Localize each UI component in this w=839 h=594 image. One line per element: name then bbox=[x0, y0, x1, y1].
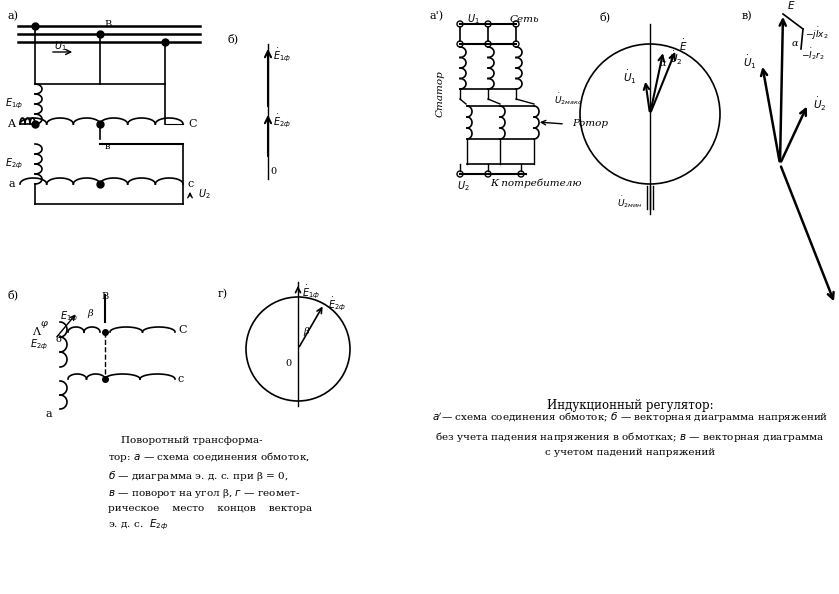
Text: а): а) bbox=[8, 11, 19, 21]
Text: б): б) bbox=[228, 34, 239, 45]
Text: $\dot{U}_{2макс}$: $\dot{U}_{2макс}$ bbox=[555, 91, 583, 107]
Text: $U_1$: $U_1$ bbox=[467, 12, 480, 26]
Text: $\dot{E}_{2ф}$: $\dot{E}_{2ф}$ bbox=[328, 295, 347, 312]
Text: $\dot{U}_{2мин}$: $\dot{U}_{2мин}$ bbox=[617, 194, 642, 210]
Text: $E_{1ф}$: $E_{1ф}$ bbox=[60, 310, 78, 324]
Text: $\dot{U}_1$: $\dot{U}_1$ bbox=[623, 68, 637, 86]
Text: а: а bbox=[45, 409, 52, 419]
Text: Λ: Λ bbox=[32, 327, 40, 337]
Text: $\dot{E}$: $\dot{E}$ bbox=[787, 0, 795, 12]
Text: Статор: Статор bbox=[435, 71, 445, 118]
Text: Ротор: Ротор bbox=[572, 119, 608, 128]
Text: B: B bbox=[104, 20, 112, 29]
Text: 0: 0 bbox=[270, 167, 276, 176]
Text: г): г) bbox=[218, 289, 228, 299]
Text: Индукционный регулятор:: Индукционный регулятор: bbox=[547, 399, 713, 412]
Text: $\dot{U}_2$: $\dot{U}_2$ bbox=[669, 50, 682, 67]
Text: б): б) bbox=[600, 11, 611, 22]
Text: $а'$— схема соединения обмоток; $б$ — векторная диаграмма напряжений
без учета п: $а'$— схема соединения обмоток; $б$ — ве… bbox=[432, 411, 828, 457]
Text: δ: δ bbox=[55, 336, 61, 345]
Text: C: C bbox=[178, 325, 186, 335]
Text: $\dot{U}_1$: $\dot{U}_1$ bbox=[743, 53, 757, 71]
Text: Поворотный трансформа-
тор: $а$ — схема соединения обмоток,
$б$ — диаграмма э. д: Поворотный трансформа- тор: $а$ — схема … bbox=[108, 436, 312, 532]
Text: К потребителю: К потребителю bbox=[490, 179, 581, 188]
Text: с: с bbox=[188, 179, 195, 189]
Text: $-j\dot{I}x_2$: $-j\dot{I}x_2$ bbox=[805, 26, 828, 42]
Text: $\dot{U}_2$: $\dot{U}_2$ bbox=[813, 96, 826, 112]
Text: 0: 0 bbox=[285, 359, 291, 368]
Text: α: α bbox=[792, 39, 799, 49]
Text: $E_{2ф}$: $E_{2ф}$ bbox=[30, 337, 48, 352]
Text: $-\dot{I}_2r_2$: $-\dot{I}_2r_2$ bbox=[801, 46, 825, 62]
Text: $\dot{E}$: $\dot{E}$ bbox=[680, 37, 688, 53]
Text: β: β bbox=[87, 309, 93, 318]
Text: в): в) bbox=[742, 11, 753, 21]
Text: $\dot{E}_{1ф}$: $\dot{E}_{1ф}$ bbox=[273, 46, 291, 64]
Text: $U_2$: $U_2$ bbox=[457, 179, 470, 193]
Text: β: β bbox=[303, 327, 309, 336]
Text: а: а bbox=[8, 179, 15, 189]
Text: C: C bbox=[188, 119, 196, 129]
Text: B: B bbox=[102, 292, 108, 301]
Text: $\dot{E}_{1ф}$: $\dot{E}_{1ф}$ bbox=[302, 283, 320, 301]
Text: в: в bbox=[105, 142, 111, 151]
Text: $U_1$: $U_1$ bbox=[54, 39, 67, 53]
Text: $\dot{E}_{2ф}$: $\dot{E}_{2ф}$ bbox=[273, 112, 291, 129]
Text: $E_{1ф}$: $E_{1ф}$ bbox=[5, 97, 23, 111]
Text: с: с bbox=[178, 374, 185, 384]
Text: Сеть: Сеть bbox=[510, 14, 539, 24]
Text: б): б) bbox=[8, 289, 19, 300]
Text: A: A bbox=[7, 119, 15, 129]
Text: а'): а') bbox=[430, 11, 444, 21]
Text: $E_{2ф}$: $E_{2ф}$ bbox=[5, 157, 23, 171]
Text: α: α bbox=[660, 59, 667, 68]
Text: φ: φ bbox=[40, 320, 47, 328]
Text: $U_2$: $U_2$ bbox=[198, 187, 211, 201]
